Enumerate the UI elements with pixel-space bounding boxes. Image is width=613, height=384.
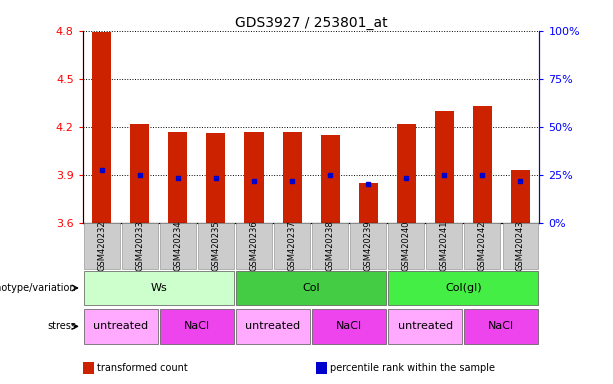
Bar — [122, 223, 158, 269]
Bar — [312, 223, 348, 269]
Text: GSM420234: GSM420234 — [173, 220, 183, 271]
Text: GSM420233: GSM420233 — [135, 220, 144, 271]
Text: Col: Col — [302, 283, 320, 293]
Text: percentile rank within the sample: percentile rank within the sample — [330, 363, 495, 373]
Bar — [131, 124, 150, 223]
Text: GSM420243: GSM420243 — [516, 220, 525, 271]
Text: Ws: Ws — [151, 283, 167, 293]
Bar — [93, 32, 112, 223]
Bar — [236, 309, 310, 344]
Bar — [283, 132, 302, 223]
Bar — [198, 223, 234, 269]
Text: untreated: untreated — [245, 321, 300, 331]
Text: untreated: untreated — [93, 321, 148, 331]
Bar — [236, 271, 386, 305]
Bar — [274, 223, 310, 269]
Bar — [169, 132, 188, 223]
Text: Col(gl): Col(gl) — [445, 283, 482, 293]
Bar — [435, 111, 454, 223]
Text: NaCl: NaCl — [184, 321, 210, 331]
Bar — [84, 223, 120, 269]
Text: GSM420239: GSM420239 — [364, 220, 373, 271]
Bar — [427, 223, 462, 269]
Bar — [350, 223, 386, 269]
Bar — [207, 133, 226, 223]
Text: GSM420232: GSM420232 — [97, 220, 106, 271]
Bar — [473, 106, 492, 223]
Text: GSM420241: GSM420241 — [440, 220, 449, 271]
Bar — [160, 223, 196, 269]
Text: GSM420236: GSM420236 — [249, 220, 259, 271]
Bar — [84, 271, 234, 305]
Bar — [389, 271, 538, 305]
Bar — [84, 309, 158, 344]
Bar — [389, 309, 462, 344]
Bar — [465, 223, 500, 269]
Text: transformed count: transformed count — [97, 363, 188, 373]
Text: GSM420242: GSM420242 — [478, 220, 487, 271]
Bar — [321, 135, 340, 223]
Bar — [397, 124, 416, 223]
Bar — [359, 183, 378, 223]
Text: NaCl: NaCl — [489, 321, 514, 331]
Bar — [312, 309, 386, 344]
Bar — [236, 223, 272, 269]
Text: NaCl: NaCl — [336, 321, 362, 331]
Text: untreated: untreated — [398, 321, 453, 331]
Bar — [503, 223, 538, 269]
Bar — [465, 309, 538, 344]
Text: GSM420240: GSM420240 — [402, 220, 411, 271]
Text: GSM420235: GSM420235 — [211, 220, 221, 271]
Bar — [245, 132, 264, 223]
Bar — [389, 223, 424, 269]
Bar — [160, 309, 234, 344]
Text: GSM420238: GSM420238 — [326, 220, 335, 271]
Text: stress: stress — [48, 321, 77, 331]
Title: GDS3927 / 253801_at: GDS3927 / 253801_at — [235, 16, 387, 30]
Text: GSM420237: GSM420237 — [287, 220, 297, 271]
Text: genotype/variation: genotype/variation — [0, 283, 77, 293]
Bar — [511, 170, 530, 223]
